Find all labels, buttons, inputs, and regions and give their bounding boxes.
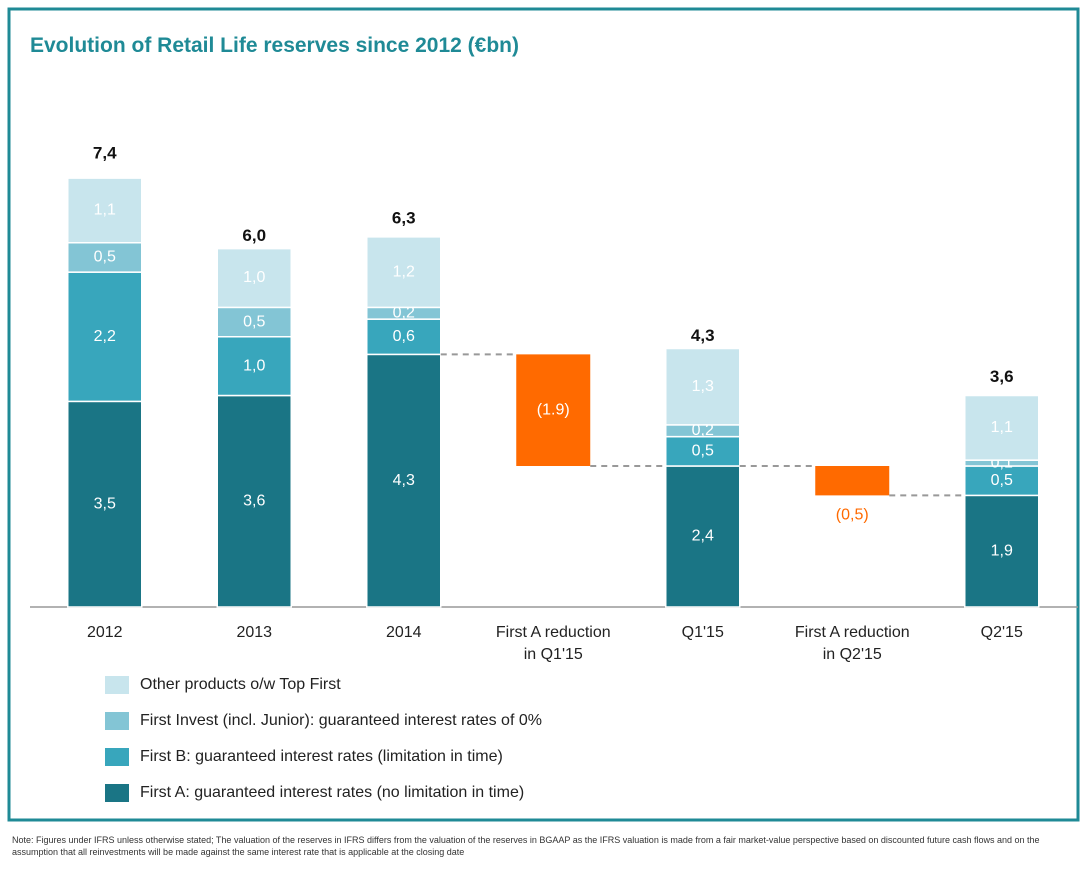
value-label: 1,3 bbox=[692, 378, 714, 395]
value-label: 0,6 bbox=[393, 328, 415, 345]
value-label: 0,2 bbox=[393, 304, 415, 321]
value-label: 1,1 bbox=[94, 202, 116, 219]
bar-segment bbox=[216, 247, 292, 309]
value-label: (0,5) bbox=[836, 507, 869, 524]
bar-segment bbox=[366, 236, 442, 309]
bar-segment bbox=[67, 242, 143, 273]
x-tick-label: First A reduction in Q1'15 bbox=[495, 624, 611, 663]
bar-segment bbox=[665, 347, 741, 426]
bar-segment bbox=[216, 306, 292, 338]
bar-segment bbox=[67, 177, 143, 244]
value-label: 4,3 bbox=[393, 472, 415, 489]
legend-swatch bbox=[105, 748, 129, 766]
value-label: 1,1 bbox=[991, 419, 1013, 436]
legend-swatch bbox=[105, 712, 129, 730]
x-tick-label: 2014 bbox=[385, 624, 422, 641]
total-label: 4,3 bbox=[691, 326, 715, 345]
value-label: 0,5 bbox=[243, 313, 265, 330]
legend-swatch bbox=[105, 676, 129, 694]
reduction-bar bbox=[516, 354, 591, 466]
value-label: 3,5 bbox=[94, 495, 116, 512]
bar-segment bbox=[964, 494, 1040, 608]
value-label: 1,2 bbox=[393, 263, 415, 280]
value-label: 1,0 bbox=[243, 357, 265, 374]
x-tick-label: First A reduction in Q2'15 bbox=[794, 624, 910, 663]
bar-segment bbox=[366, 318, 442, 356]
total-label: 3,6 bbox=[990, 367, 1014, 386]
total-label: 6,3 bbox=[392, 208, 416, 227]
legend-label: First A: guaranteed interest rates (no l… bbox=[140, 784, 524, 801]
legend-label: Other products o/w Top First bbox=[140, 676, 341, 693]
x-tick-label: 2013 bbox=[236, 624, 273, 641]
value-label: 1,9 bbox=[991, 542, 1013, 559]
bar-segment bbox=[665, 435, 741, 467]
value-label: 0,2 bbox=[692, 422, 714, 439]
legend-label: First Invest (incl. Junior): guaranteed … bbox=[140, 712, 542, 729]
legend-label: First B: guaranteed interest rates (limi… bbox=[140, 748, 503, 765]
x-tick-label: Q2'15 bbox=[980, 624, 1023, 641]
note: Note: Figures under IFRS unless otherwis… bbox=[12, 835, 1040, 857]
total-label: 7,4 bbox=[93, 144, 117, 163]
value-label: 3,6 bbox=[243, 492, 265, 509]
x-tick-label: Q1'15 bbox=[681, 624, 724, 641]
bar-segment bbox=[216, 336, 292, 397]
reduction-bar bbox=[815, 466, 890, 496]
value-label: 0,5 bbox=[692, 443, 714, 460]
bar-segment bbox=[366, 353, 442, 608]
value-label: 1,0 bbox=[243, 269, 265, 286]
bar-segment bbox=[964, 394, 1040, 461]
value-label: (1.9) bbox=[537, 401, 570, 418]
value-label: 2,4 bbox=[692, 528, 714, 545]
bar-segment bbox=[216, 394, 292, 608]
bar-segment bbox=[964, 465, 1040, 497]
value-label: 0,5 bbox=[991, 472, 1013, 489]
bar-segment bbox=[67, 400, 143, 608]
legend-swatch bbox=[105, 784, 129, 802]
value-label: 2,2 bbox=[94, 328, 116, 345]
total-label: 6,0 bbox=[242, 226, 266, 245]
x-tick-label: 2012 bbox=[86, 624, 123, 641]
chart-title: Evolution of Retail Life reserves since … bbox=[30, 34, 519, 57]
value-label: 0,5 bbox=[94, 249, 116, 266]
bar-segment bbox=[665, 465, 741, 608]
